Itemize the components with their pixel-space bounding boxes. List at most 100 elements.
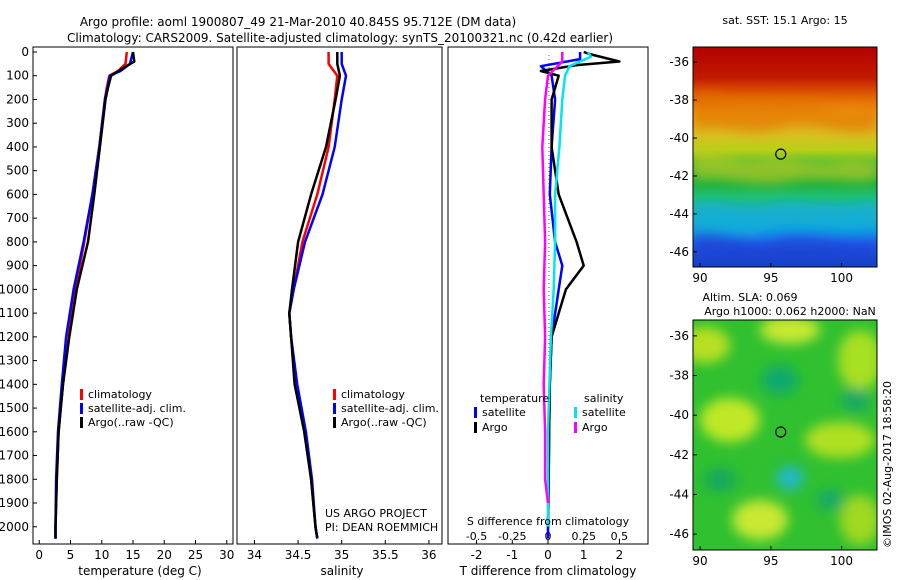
salinity-panel: 34 34.5 35 35.5 36 salinity climatologysatel… xyxy=(236,46,443,578)
x-tick-label: 30 xyxy=(219,548,234,562)
map-y-tick-label: -46 xyxy=(669,245,689,259)
depth-tick-label: 400 xyxy=(6,140,29,154)
s-diff-tick-label: -0.25 xyxy=(498,530,526,543)
legend-swatch xyxy=(474,422,477,433)
x-tick-label: 34.5 xyxy=(285,548,312,562)
legend-label: Argo xyxy=(482,421,508,434)
map-x-tick-label: 90 xyxy=(692,554,707,568)
map-x-tick-label: 95 xyxy=(763,271,778,285)
series-line-argo-raw-qc xyxy=(288,52,342,539)
legend-group-label: salinity xyxy=(584,392,624,405)
difference-legend: temperature salinitysatelliteArgosatellit… xyxy=(474,392,626,434)
x-tick-label: 10 xyxy=(94,548,109,562)
map-y-tick-label: -44 xyxy=(669,487,689,501)
x-tick-label: 15 xyxy=(125,548,140,562)
depth-tick-label: 1400 xyxy=(0,377,29,391)
x-tick-label: 25 xyxy=(188,548,203,562)
depth-tick-label: 700 xyxy=(6,211,29,225)
series-line-satellite-adj-clim xyxy=(54,51,135,539)
x-tick-label: 0 xyxy=(544,548,552,562)
pi-credit: PI: DEAN ROEMMICH xyxy=(325,521,438,534)
legend-swatch xyxy=(474,407,477,418)
temperature-axes-frame xyxy=(32,46,234,545)
depth-tick-label: 1500 xyxy=(0,401,29,415)
s-diff-tick-label: 0.25 xyxy=(571,530,596,543)
map-y-tick-label: -36 xyxy=(669,329,689,343)
argo-location-marker-sla xyxy=(775,426,787,438)
depth-tick-label: 1900 xyxy=(0,496,29,510)
sst-map-ticks: 90 95 100 -36 -38 -40 -42 -44 -46 xyxy=(669,55,853,285)
depth-tick-label: 0 xyxy=(21,45,29,59)
map-y-tick-label: -42 xyxy=(669,448,689,462)
x-tick-label: 35 xyxy=(334,548,349,562)
map-y-tick-label: -38 xyxy=(669,93,689,107)
t-difference-ticks: -2 -1 0 1 2 xyxy=(471,540,624,562)
depth-tick-label: 900 xyxy=(6,259,29,273)
legend-label: Argo(..raw -QC) xyxy=(88,416,174,429)
legend-swatch xyxy=(333,417,336,428)
legend-swatch xyxy=(80,403,83,414)
depth-tick-label: 1000 xyxy=(0,282,29,296)
s-difference-label: S difference from climatology xyxy=(467,515,630,528)
depth-tick-label: 300 xyxy=(6,116,29,130)
legend-swatch xyxy=(80,389,83,400)
figure-title-line1: Argo profile: aoml 1900807_49 21-Mar-201… xyxy=(80,15,516,29)
depth-tick-label: 1800 xyxy=(0,472,29,486)
depth-tick-label: 1600 xyxy=(0,425,29,439)
x-tick-label: -1 xyxy=(506,548,518,562)
legend-swatch xyxy=(80,417,83,428)
depth-tick-label: 1700 xyxy=(0,449,29,463)
depth-tick-label: 500 xyxy=(6,164,29,178)
sla-map-frame xyxy=(692,319,878,551)
depth-ticks: 0 100 200 300 400 500 600 700 800 900 1000 1100 1200… xyxy=(0,45,37,534)
series-line-satellite-adj-clim xyxy=(288,52,348,539)
sst-map-panel: sat. SST: 15.1 Argo: 15 90 95 100 -36 -38 -40… xyxy=(669,14,878,285)
series-line-argo xyxy=(541,52,564,504)
sla-map-title-line1: Altim. SLA: 0.069 xyxy=(702,291,797,304)
depth-tick-label: 600 xyxy=(6,187,29,201)
depth-tick-label: 800 xyxy=(6,235,29,249)
legend-label: satellite-adj. clim. xyxy=(341,402,439,415)
x-tick-label: 36 xyxy=(421,548,436,562)
x-tick-label: 20 xyxy=(157,548,172,562)
x-tick-label: 1 xyxy=(580,548,588,562)
depth-tick-label: 1100 xyxy=(0,306,29,320)
series-line-argo-raw-qc xyxy=(54,51,136,539)
legend-swatch xyxy=(333,403,336,414)
salinity-xlabel: salinity xyxy=(320,564,363,578)
difference-panel: -2 -1 0 1 2 -0.5 -0.25 0 0.25 0.5 S difference f… xyxy=(447,46,649,578)
s-diff-tick-label: -0.5 xyxy=(466,530,487,543)
temperature-ticks: 0 5 10 15 20 25 30 xyxy=(35,540,234,562)
legend-label: Argo(..raw -QC) xyxy=(341,416,427,429)
sla-map-title-line2: Argo h1000: 0.062 h2000: NaN xyxy=(704,305,876,318)
depth-tick-label: 100 xyxy=(6,69,29,83)
legend-swatch xyxy=(333,389,336,400)
x-tick-label: 0 xyxy=(35,548,43,562)
map-x-tick-label: 100 xyxy=(830,271,853,285)
t-difference-xlabel: T difference from climatology xyxy=(459,564,637,578)
x-tick-label: 34 xyxy=(247,548,262,562)
legend-swatch xyxy=(574,422,577,433)
series-line-satellite xyxy=(546,51,593,527)
sst-map-title: sat. SST: 15.1 Argo: 15 xyxy=(722,14,847,27)
project-credit: US ARGO PROJECT xyxy=(325,507,427,520)
depth-tick-label: 1200 xyxy=(0,330,29,344)
sla-map-ticks: 90 95 100 -36 -38 -40 -42 -44 -46 xyxy=(669,329,853,568)
map-x-tick-label: 95 xyxy=(763,554,778,568)
x-tick-label: 2 xyxy=(616,548,624,562)
map-y-tick-label: -36 xyxy=(669,55,689,69)
legend-label: satellite-adj. clim. xyxy=(88,402,186,415)
series-line-climatology xyxy=(54,51,129,539)
legend-label: climatology xyxy=(88,388,152,401)
temperature-panel: 0100200300400500600700800900100011001200… xyxy=(0,45,234,578)
legend-label: satellite xyxy=(482,406,526,419)
map-y-tick-label: -42 xyxy=(669,169,689,183)
argo-location-marker xyxy=(775,148,787,160)
legend-label: climatology xyxy=(341,388,405,401)
x-tick-label: 5 xyxy=(67,548,75,562)
map-x-tick-label: 90 xyxy=(692,271,707,285)
legend-label: satellite xyxy=(582,406,626,419)
figure-title-line2: Climatology: CARS2009. Satellite-adjuste… xyxy=(67,31,613,45)
map-y-tick-label: -46 xyxy=(669,527,689,541)
